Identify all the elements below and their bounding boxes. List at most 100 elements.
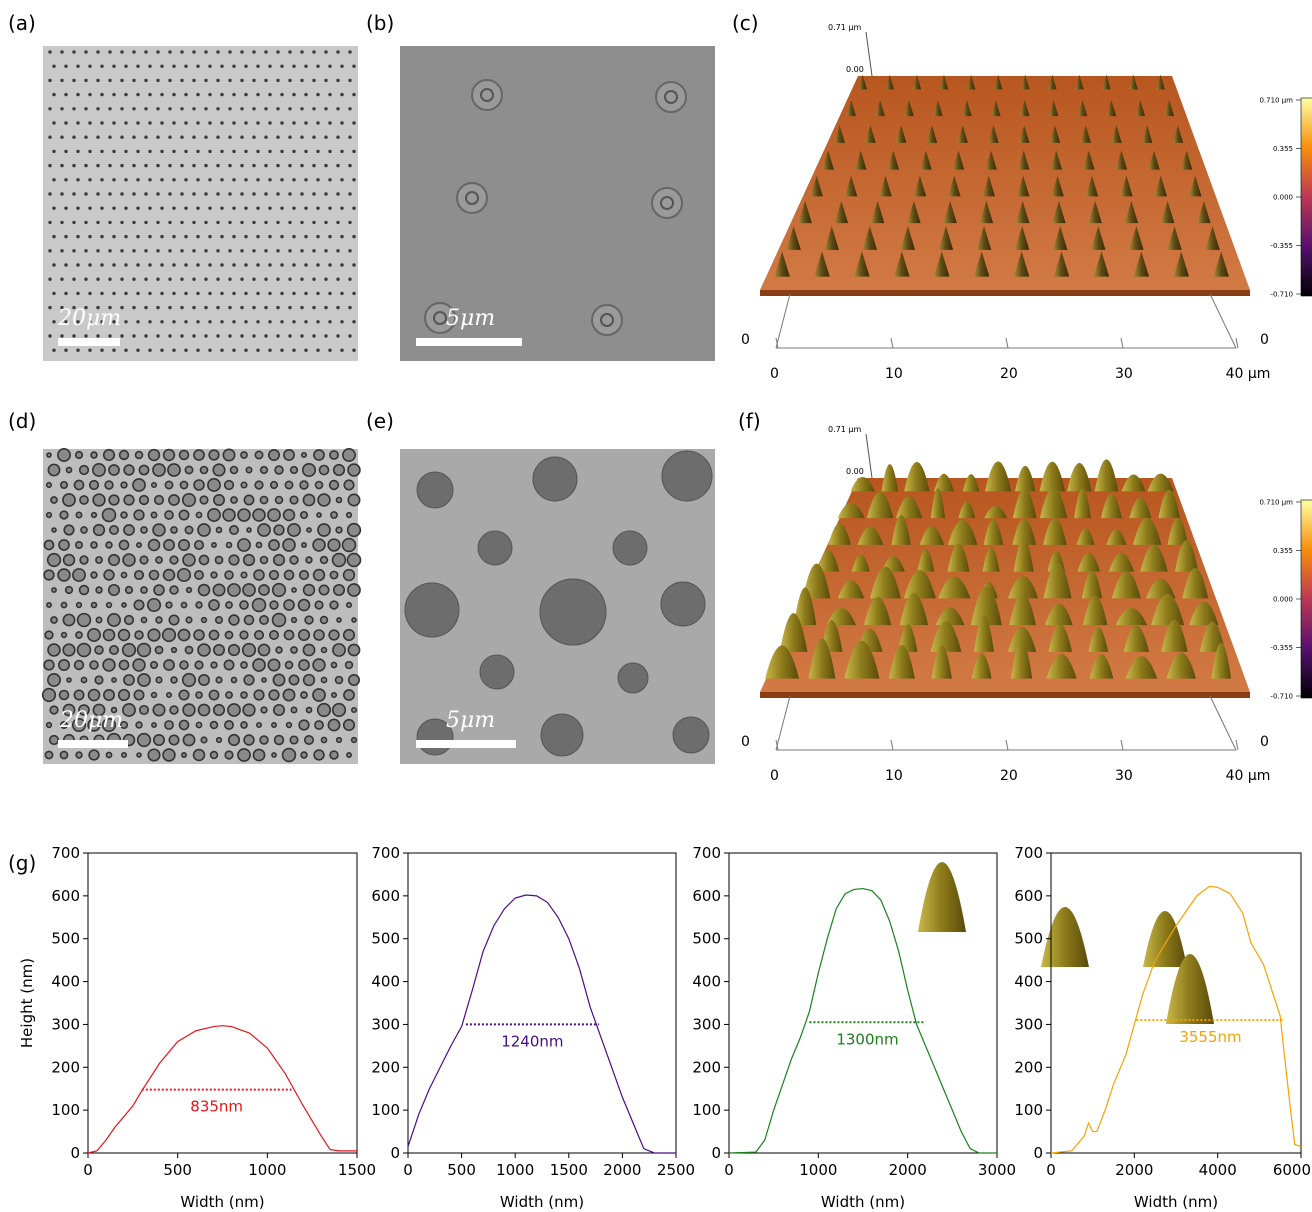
dot xyxy=(328,292,331,295)
dot xyxy=(60,221,63,224)
dot xyxy=(216,334,219,337)
dot xyxy=(195,541,203,549)
x-tick-label: 0 xyxy=(724,1161,734,1179)
dot xyxy=(216,278,219,281)
dot xyxy=(52,207,55,210)
dot xyxy=(103,509,116,522)
dot xyxy=(132,79,135,82)
dot xyxy=(156,306,159,309)
dot xyxy=(204,136,207,139)
dot xyxy=(48,249,51,252)
dot xyxy=(163,629,176,642)
dot xyxy=(48,554,61,567)
dot xyxy=(244,735,254,745)
x-tick-label: 1000 xyxy=(248,1161,286,1179)
colorbar xyxy=(1301,500,1312,698)
dot xyxy=(228,584,240,596)
dot xyxy=(312,249,315,252)
dot xyxy=(95,646,103,654)
dot xyxy=(336,107,339,110)
bump xyxy=(963,474,980,491)
bump xyxy=(904,462,930,491)
dot xyxy=(90,481,99,490)
dot xyxy=(80,556,88,564)
dot xyxy=(172,150,175,153)
dot xyxy=(352,349,355,352)
dot xyxy=(328,150,331,153)
dot xyxy=(252,79,255,82)
dot xyxy=(232,349,235,352)
colorbar-label: 0.355 xyxy=(1273,145,1293,153)
dot xyxy=(108,334,111,337)
dot xyxy=(228,164,231,167)
x-tick-label: 1500 xyxy=(338,1161,376,1179)
dot xyxy=(64,555,75,566)
dot xyxy=(264,79,267,82)
dot xyxy=(324,249,327,252)
dot xyxy=(72,334,75,337)
dot xyxy=(168,136,171,139)
dot xyxy=(208,263,211,266)
dot xyxy=(244,121,247,124)
dot xyxy=(156,617,162,623)
dot xyxy=(208,292,211,295)
dot xyxy=(76,178,79,181)
dot xyxy=(92,603,97,608)
dot xyxy=(244,207,247,210)
dot xyxy=(348,249,351,252)
dot xyxy=(276,221,279,224)
dot xyxy=(541,714,583,756)
dot xyxy=(124,349,127,352)
dot xyxy=(324,107,327,110)
dot xyxy=(196,235,199,238)
dot xyxy=(332,693,336,697)
dot xyxy=(165,481,172,488)
dot xyxy=(264,50,267,53)
fwhm-label: 1240nm xyxy=(501,1032,563,1050)
dot xyxy=(196,207,199,210)
dot xyxy=(336,278,339,281)
dot xyxy=(306,557,312,563)
dot xyxy=(291,707,296,712)
dot xyxy=(132,192,135,195)
panel-label: (a) xyxy=(8,11,36,35)
dot xyxy=(292,207,295,210)
dot xyxy=(100,349,103,352)
axis-tick-label: 0 xyxy=(770,366,779,382)
dot xyxy=(59,660,69,670)
dot xyxy=(349,675,359,685)
dot xyxy=(52,320,55,323)
dot xyxy=(343,449,355,461)
y-tick-label: 200 xyxy=(371,1058,400,1076)
dot xyxy=(673,717,709,753)
dot xyxy=(316,207,319,210)
dot xyxy=(96,50,99,53)
dot xyxy=(348,192,351,195)
dot xyxy=(80,586,89,595)
dot xyxy=(108,164,111,167)
afm-plots: 010203040 μm000.71 μm0.000.710 μm0.3550.… xyxy=(741,23,1312,1024)
dot xyxy=(228,192,231,195)
scale-bar-label: 5μm xyxy=(446,306,495,331)
tick xyxy=(1006,338,1008,348)
dot xyxy=(312,278,315,281)
dot xyxy=(268,65,271,68)
dot xyxy=(112,207,115,210)
dot xyxy=(301,512,307,518)
dot xyxy=(204,334,207,337)
axis xyxy=(776,696,790,750)
dot xyxy=(324,79,327,82)
dot xyxy=(225,481,234,490)
dot xyxy=(405,583,459,637)
dot xyxy=(192,249,195,252)
dot xyxy=(124,320,127,323)
dot xyxy=(208,479,220,491)
y-tick-label: 200 xyxy=(1014,1058,1043,1076)
dot xyxy=(192,136,195,139)
dot xyxy=(256,178,259,181)
dot xyxy=(138,734,151,747)
dot xyxy=(184,65,187,68)
dot xyxy=(240,164,243,167)
dot xyxy=(187,588,192,593)
dot xyxy=(280,207,283,210)
